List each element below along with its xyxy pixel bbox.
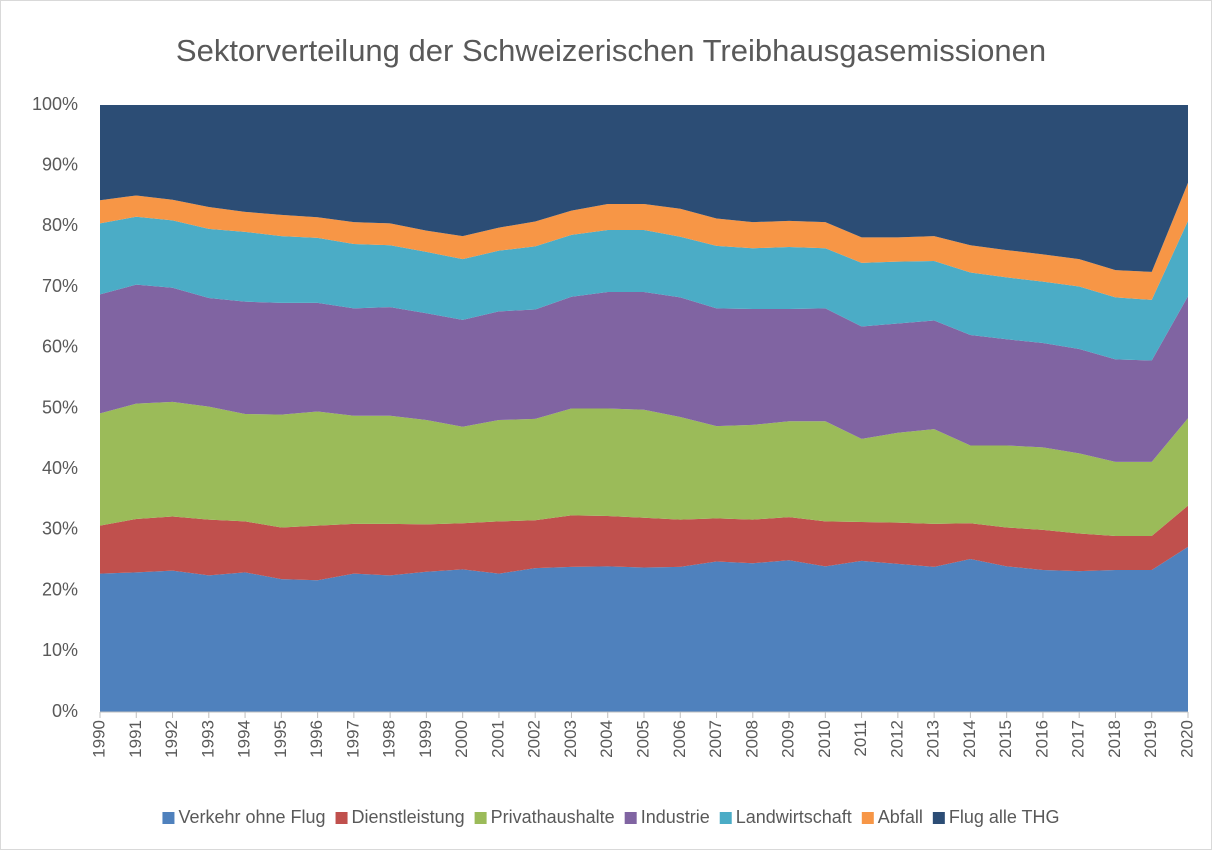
- legend-label: Flug alle THG: [949, 807, 1060, 827]
- legend-swatch: [162, 812, 175, 824]
- y-tick-label: 0%: [52, 701, 78, 721]
- y-tick-label: 10%: [42, 640, 78, 660]
- x-tick-label: 2017: [1069, 720, 1088, 758]
- x-tick-label: 2011: [851, 720, 870, 757]
- legend-item: Industrie: [624, 807, 710, 827]
- y-tick-label: 80%: [42, 215, 78, 235]
- y-tick-label: 60%: [42, 337, 78, 357]
- y-tick-label: 90%: [42, 154, 78, 174]
- x-tick-label: 1992: [162, 720, 181, 758]
- y-tick-label: 70%: [42, 276, 78, 296]
- x-tick-label: 1991: [126, 720, 145, 758]
- legend: Verkehr ohne Flug Dienstleistung Privathau…: [162, 807, 1060, 827]
- area: [100, 182, 1188, 300]
- legend-swatch: [932, 812, 945, 824]
- legend-swatch: [474, 812, 487, 824]
- x-tick-label: 2001: [488, 720, 507, 758]
- legend-swatch: [335, 812, 348, 824]
- legend-swatch: [861, 812, 874, 824]
- area: [100, 284, 1188, 462]
- x-tick-label: 2006: [670, 720, 689, 758]
- legend-label: Dienstleistung: [352, 807, 465, 827]
- legend-label: Verkehr ohne Flug: [178, 807, 325, 827]
- x-tick-label: 1993: [198, 720, 217, 758]
- area: [100, 401, 1188, 536]
- x-tick-label: 2016: [1032, 720, 1051, 758]
- x-tick-label: 2003: [561, 720, 580, 758]
- legend-item: Abfall: [861, 807, 923, 827]
- x-tick-label: 1994: [235, 720, 254, 758]
- legend-item: Privathaushalte: [474, 807, 615, 827]
- x-tick-label: 1998: [380, 720, 399, 758]
- y-tick-label: 50%: [42, 397, 78, 417]
- legend-swatch: [719, 812, 732, 824]
- x-tick-label: 2013: [924, 720, 943, 758]
- legend-label: Industrie: [641, 807, 710, 827]
- area: [100, 546, 1188, 712]
- x-tick-label: 2008: [742, 720, 761, 758]
- x-tick-label: 2012: [887, 720, 906, 758]
- x-tick-label: 2010: [815, 720, 834, 758]
- x-tick-label: 1999: [416, 720, 435, 758]
- x-tick-label: 2005: [633, 720, 652, 758]
- x-tick-label: 2007: [706, 720, 725, 758]
- x-tick-label: 1995: [271, 720, 290, 758]
- x-tick-label: 2020: [1177, 720, 1196, 758]
- x-tick-label: 1996: [307, 720, 326, 758]
- x-tick-label: 2015: [996, 720, 1015, 758]
- y-tick-label: 40%: [42, 458, 78, 478]
- x-tick-label: 2004: [597, 720, 616, 758]
- x-tick-label: 1990: [89, 720, 108, 758]
- legend-item: Verkehr ohne Flug: [162, 807, 326, 827]
- chart-title: Sektorverteilung der Schweizerischen Tre…: [176, 33, 1046, 68]
- area: [100, 105, 1188, 272]
- x-tick-label: 2000: [452, 720, 471, 758]
- area: [100, 216, 1188, 361]
- x-tick-label: 2014: [960, 720, 979, 758]
- x-tick-label: 1997: [343, 720, 362, 758]
- x-tick-label: 2009: [779, 720, 798, 758]
- legend-label: Landwirtschaft: [736, 807, 852, 827]
- legend-item: Dienstleistung: [335, 807, 465, 827]
- x-tick-label: 2018: [1105, 720, 1124, 758]
- legend-swatch: [624, 812, 637, 824]
- y-tick-label: 100%: [32, 94, 78, 114]
- area: [100, 505, 1188, 581]
- legend-item: Landwirtschaft: [719, 807, 852, 827]
- x-tick-label: 2002: [525, 720, 544, 758]
- x-tick-label: 2019: [1141, 720, 1160, 758]
- legend-item: Flug alle THG: [932, 807, 1060, 827]
- legend-label: Abfall: [878, 807, 923, 827]
- legend-label: Privathaushalte: [491, 807, 615, 827]
- y-tick-label: 30%: [42, 519, 78, 539]
- y-tick-label: 20%: [42, 579, 78, 599]
